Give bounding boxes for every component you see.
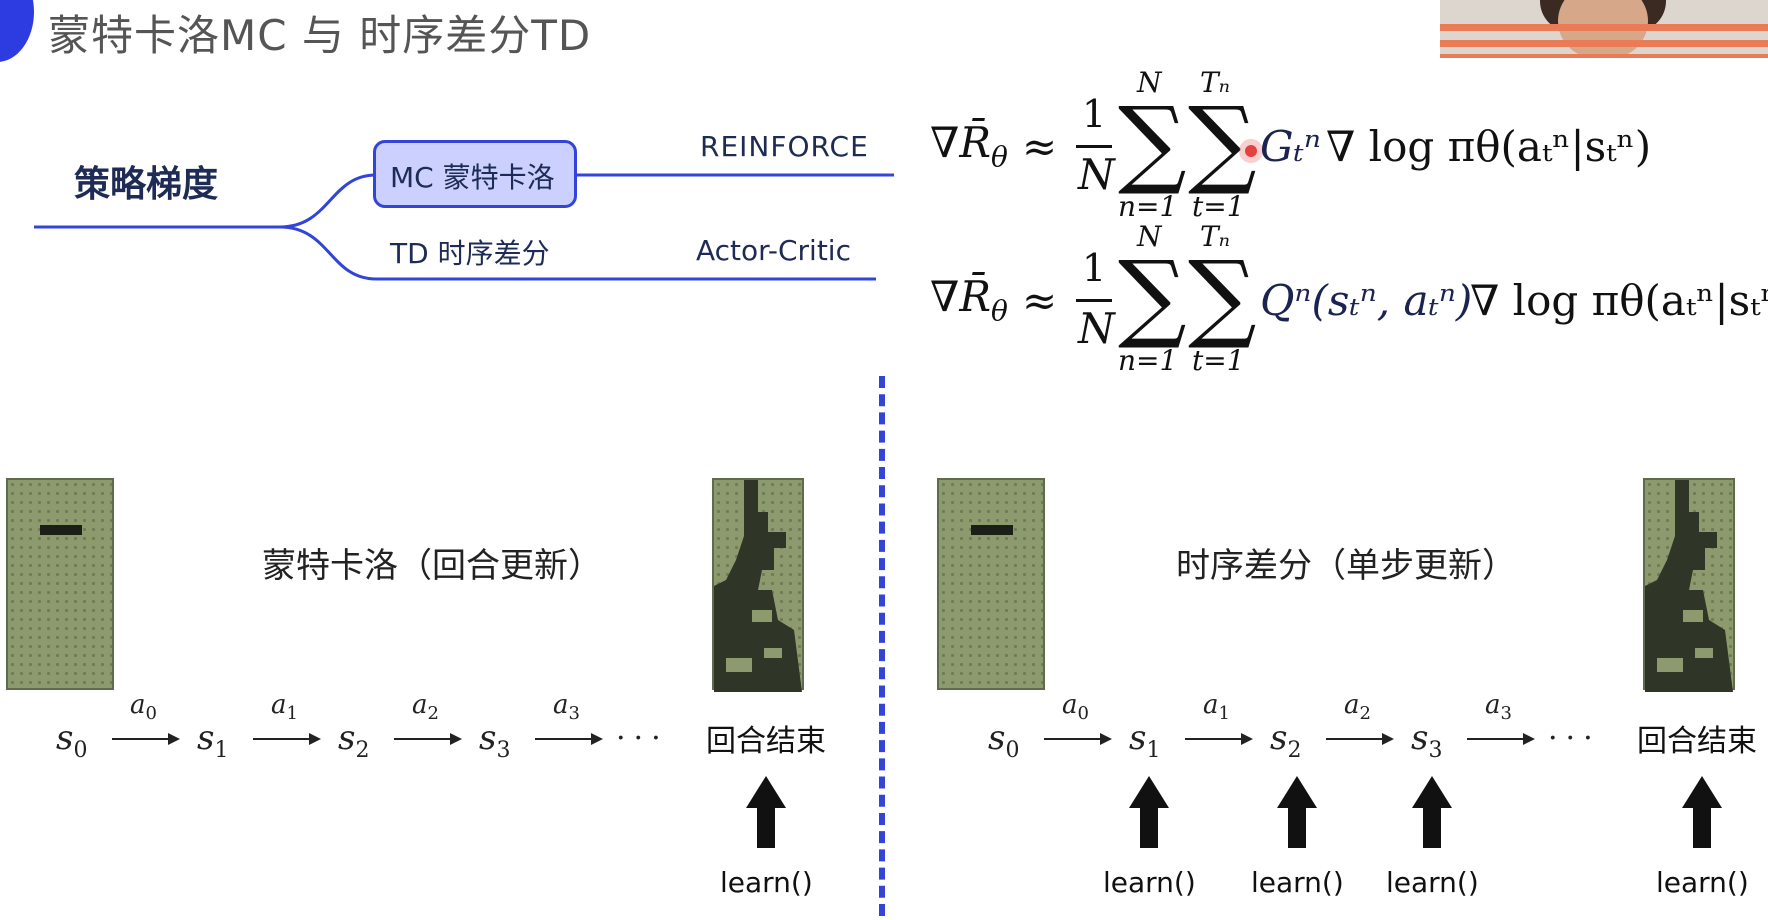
mindmap-branch-mc: MC 蒙特卡洛 (390, 161, 555, 194)
learn-call: learn() (720, 866, 813, 899)
sum-n-icon: ∑ (1118, 86, 1187, 198)
up-arrow-icon (1412, 776, 1452, 808)
mindmap-leaf-reinforce: REINFORCE (700, 130, 869, 163)
up-arrow-icon (1682, 776, 1722, 808)
arrow-head-icon (1241, 733, 1253, 745)
transition-arrow (1044, 738, 1100, 740)
mc-transition-chain: s0 a0 s1 a1 s2 a2 s3 a3... (56, 690, 816, 763)
state-2: s2 (338, 718, 370, 763)
transition-arrow (112, 738, 168, 740)
arrow-head-icon (168, 733, 180, 745)
arrow-head-icon (309, 733, 321, 745)
state-2: s2 (1270, 718, 1302, 763)
transition-arrow (1467, 738, 1523, 740)
state-1: s1 (1129, 718, 1161, 763)
action-3: a3 (1485, 690, 1512, 725)
arrow-head-icon (1100, 733, 1112, 745)
pointer-cursor (1245, 145, 1257, 157)
action-1: a1 (1203, 690, 1230, 725)
action-2: a2 (412, 690, 439, 725)
ellipsis: ... (1548, 712, 1601, 747)
game-board-end (712, 478, 804, 692)
game-board-start (6, 478, 114, 690)
up-arrow-icon (1129, 776, 1169, 808)
state-0: s0 (56, 718, 88, 763)
action-0: a0 (1062, 690, 1089, 725)
transition-arrow (394, 738, 450, 740)
mindmap-root: 策略梯度 (74, 164, 219, 205)
up-arrow-shaft (1693, 806, 1711, 848)
up-arrow-shaft (757, 806, 775, 848)
mc-episode-end: 回合结束 (706, 724, 826, 759)
state-3: s3 (479, 718, 511, 763)
sum-n-icon: ∑ (1118, 240, 1187, 352)
action-1: a1 (271, 690, 298, 725)
section-divider (879, 376, 885, 916)
sum-t-icon: ∑ (1188, 86, 1257, 198)
sum-t-icon: ∑ (1188, 240, 1257, 352)
ellipsis: ... (616, 712, 669, 747)
mc-caption: 蒙特卡洛（回合更新） (262, 546, 602, 586)
transition-arrow (1326, 738, 1382, 740)
arrow-head-icon (450, 733, 462, 745)
up-arrow-shaft (1140, 806, 1158, 848)
up-arrow-shaft (1423, 806, 1441, 848)
action-0: a0 (130, 690, 157, 725)
learn-call: learn() (1656, 866, 1749, 899)
arrow-head-icon (1523, 733, 1535, 745)
up-arrow-shaft (1288, 806, 1306, 848)
page-title: 蒙特卡洛MC 与 时序差分TD (48, 11, 592, 60)
state-0: s0 (988, 718, 1020, 763)
learn-call: learn() (1386, 866, 1479, 899)
td-caption: 时序差分（单步更新） (1176, 546, 1516, 586)
mindmap-leaf-actor-critic: Actor-Critic (696, 234, 851, 267)
action-2: a2 (1344, 690, 1371, 725)
mindmap-lines (34, 173, 894, 281)
transition-arrow (535, 738, 591, 740)
up-arrow-icon (1277, 776, 1317, 808)
arrow-head-icon (591, 733, 603, 745)
game-board-start (937, 478, 1045, 690)
action-3: a3 (553, 690, 580, 725)
up-arrow-icon (746, 776, 786, 808)
state-1: s1 (197, 718, 229, 763)
mindmap-mc-box[interactable] (373, 140, 577, 208)
td-transition-chain: s0 a0 s1 a1 s2 a2 s3 a3... (988, 690, 1688, 763)
transition-arrow (253, 738, 309, 740)
game-board-end (1643, 478, 1735, 692)
mindmap-branch-td: TD 时序差分 (390, 237, 550, 270)
webcam-overlay (1440, 0, 1768, 58)
state-3: s3 (1411, 718, 1443, 763)
td-episode-end: 回合结束 (1637, 724, 1757, 759)
learn-call: learn() (1103, 866, 1196, 899)
arrow-head-icon (1382, 733, 1394, 745)
learn-call: learn() (1251, 866, 1344, 899)
transition-arrow (1185, 738, 1241, 740)
